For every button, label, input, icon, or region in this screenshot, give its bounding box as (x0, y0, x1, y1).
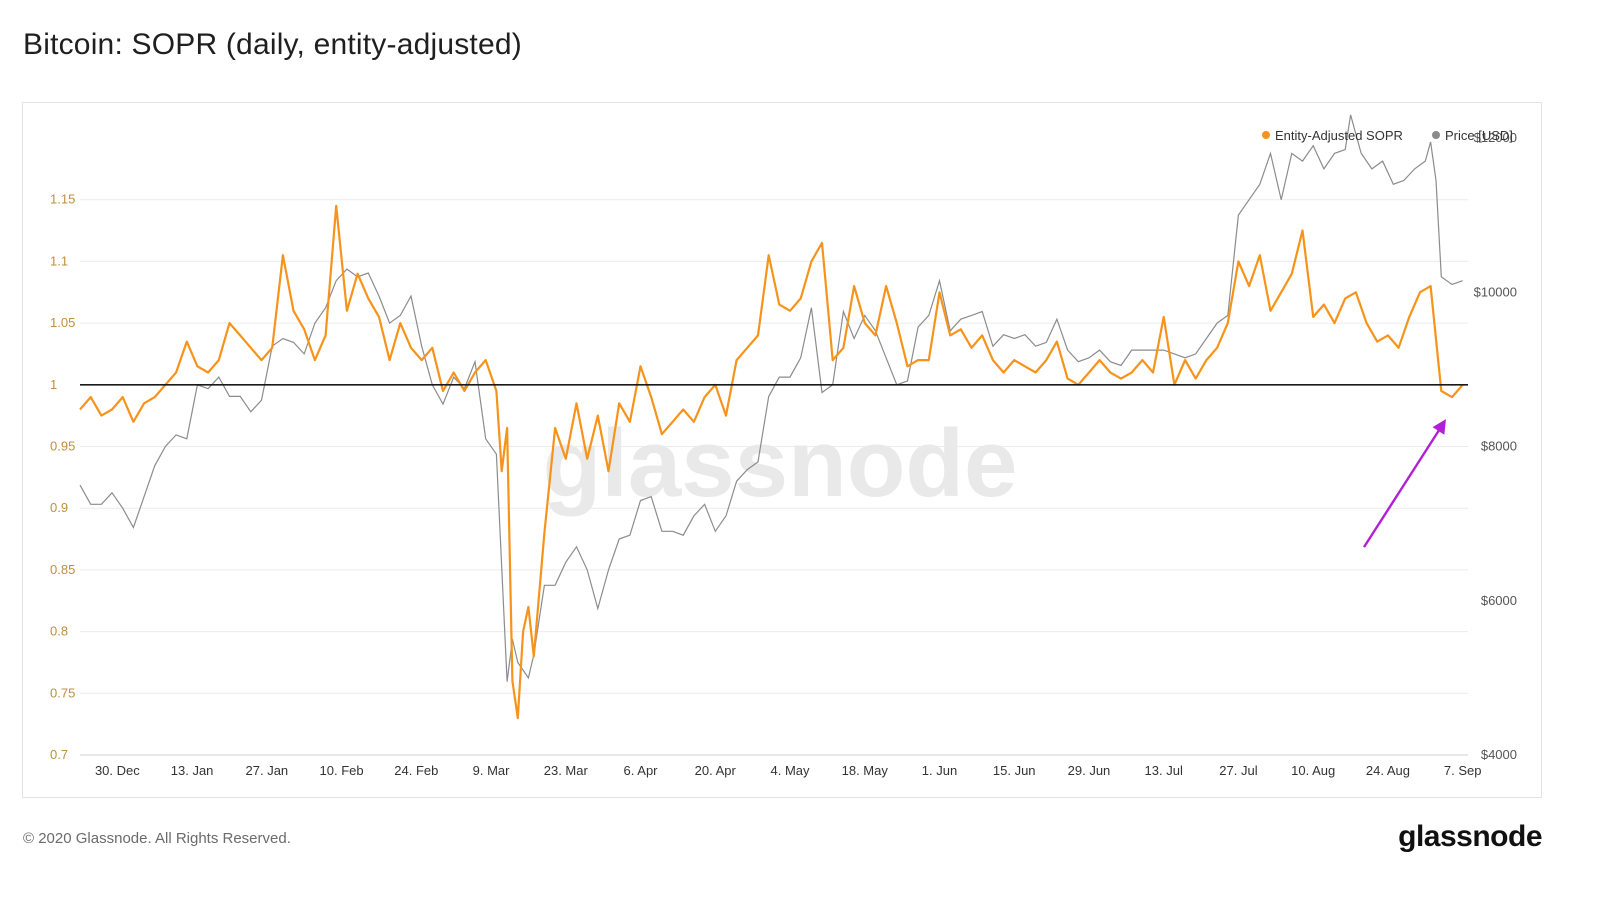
x-tick-label: 30. Dec (95, 763, 140, 778)
legend-label: Price [USD] (1445, 128, 1513, 143)
x-tick-label: 4. May (771, 763, 811, 778)
chart-frame (22, 102, 1542, 798)
x-tick-label: 13. Jan (171, 763, 214, 778)
brand-logo[interactable]: glassnode (1398, 820, 1542, 853)
series-group (79, 114, 1464, 720)
watermark: glassnode (543, 410, 1018, 517)
x-tick-label: 18. May (842, 763, 889, 778)
x-tick-label: 7. Sep (1444, 763, 1482, 778)
left-tick-label: 0.9 (50, 500, 68, 515)
x-tick-label: 24. Aug (1366, 763, 1410, 778)
x-tick-label: 10. Aug (1291, 763, 1335, 778)
right-tick-label: $12000 (1474, 130, 1517, 145)
x-tick-label: 24. Feb (394, 763, 438, 778)
left-tick-label: 1.05 (50, 315, 75, 330)
right-tick-label: $10000 (1474, 284, 1517, 299)
x-tick-label: 23. Mar (544, 763, 589, 778)
left-tick-label: 0.95 (50, 439, 75, 454)
left-tick-label: 0.75 (50, 685, 75, 700)
x-tick-label: 27. Jul (1219, 763, 1257, 778)
legend: Entity-Adjusted SOPR Price [USD] (1262, 128, 1513, 143)
x-tick-label: 29. Jun (1068, 763, 1111, 778)
annotation-arrow (1362, 419, 1446, 548)
x-tick-label: 1. Jun (922, 763, 957, 778)
x-tick-label: 27. Jan (246, 763, 289, 778)
right-tick-label: $4000 (1481, 747, 1517, 762)
right-tick-label: $6000 (1481, 593, 1517, 608)
sopr-line (79, 204, 1464, 720)
chart-title: Bitcoin: SOPR (daily, entity-adjusted) (23, 28, 522, 61)
arrow-head (1432, 419, 1446, 435)
left-tick-label: 1 (50, 377, 57, 392)
x-tick-label: 6. Apr (624, 763, 659, 778)
legend-marker (1262, 131, 1270, 139)
x-tick-label: 13. Jul (1145, 763, 1183, 778)
left-axis-ticks: 0.7 0.75 0.8 0.85 0.9 0.95 1 1.05 1.1 1.15 (50, 192, 75, 762)
left-tick-label: 1.1 (50, 253, 68, 268)
x-tick-label: 10. Feb (320, 763, 364, 778)
left-tick-label: 0.7 (50, 747, 68, 762)
arrow-shaft (1362, 426, 1442, 548)
x-tick-label: 15. Jun (993, 763, 1036, 778)
left-tick-label: 0.8 (50, 624, 68, 639)
left-tick-label: 0.85 (50, 562, 75, 577)
x-axis-ticks: 30. Dec 13. Jan 27. Jan 10. Feb 24. Feb 9. Ma… (95, 763, 1481, 778)
price-line (79, 114, 1463, 682)
right-axis-ticks: $4000 $6000 $8000 $10000 $12000 (1474, 130, 1517, 762)
legend-label: Entity-Adjusted SOPR (1275, 128, 1403, 143)
copyright-text: © 2020 Glassnode. All Rights Reserved. (23, 830, 291, 847)
legend-marker (1432, 131, 1440, 139)
right-tick-label: $8000 (1481, 439, 1517, 454)
x-tick-label: 20. Apr (695, 763, 737, 778)
left-tick-label: 1.15 (50, 192, 75, 207)
x-tick-label: 9. Mar (473, 763, 511, 778)
